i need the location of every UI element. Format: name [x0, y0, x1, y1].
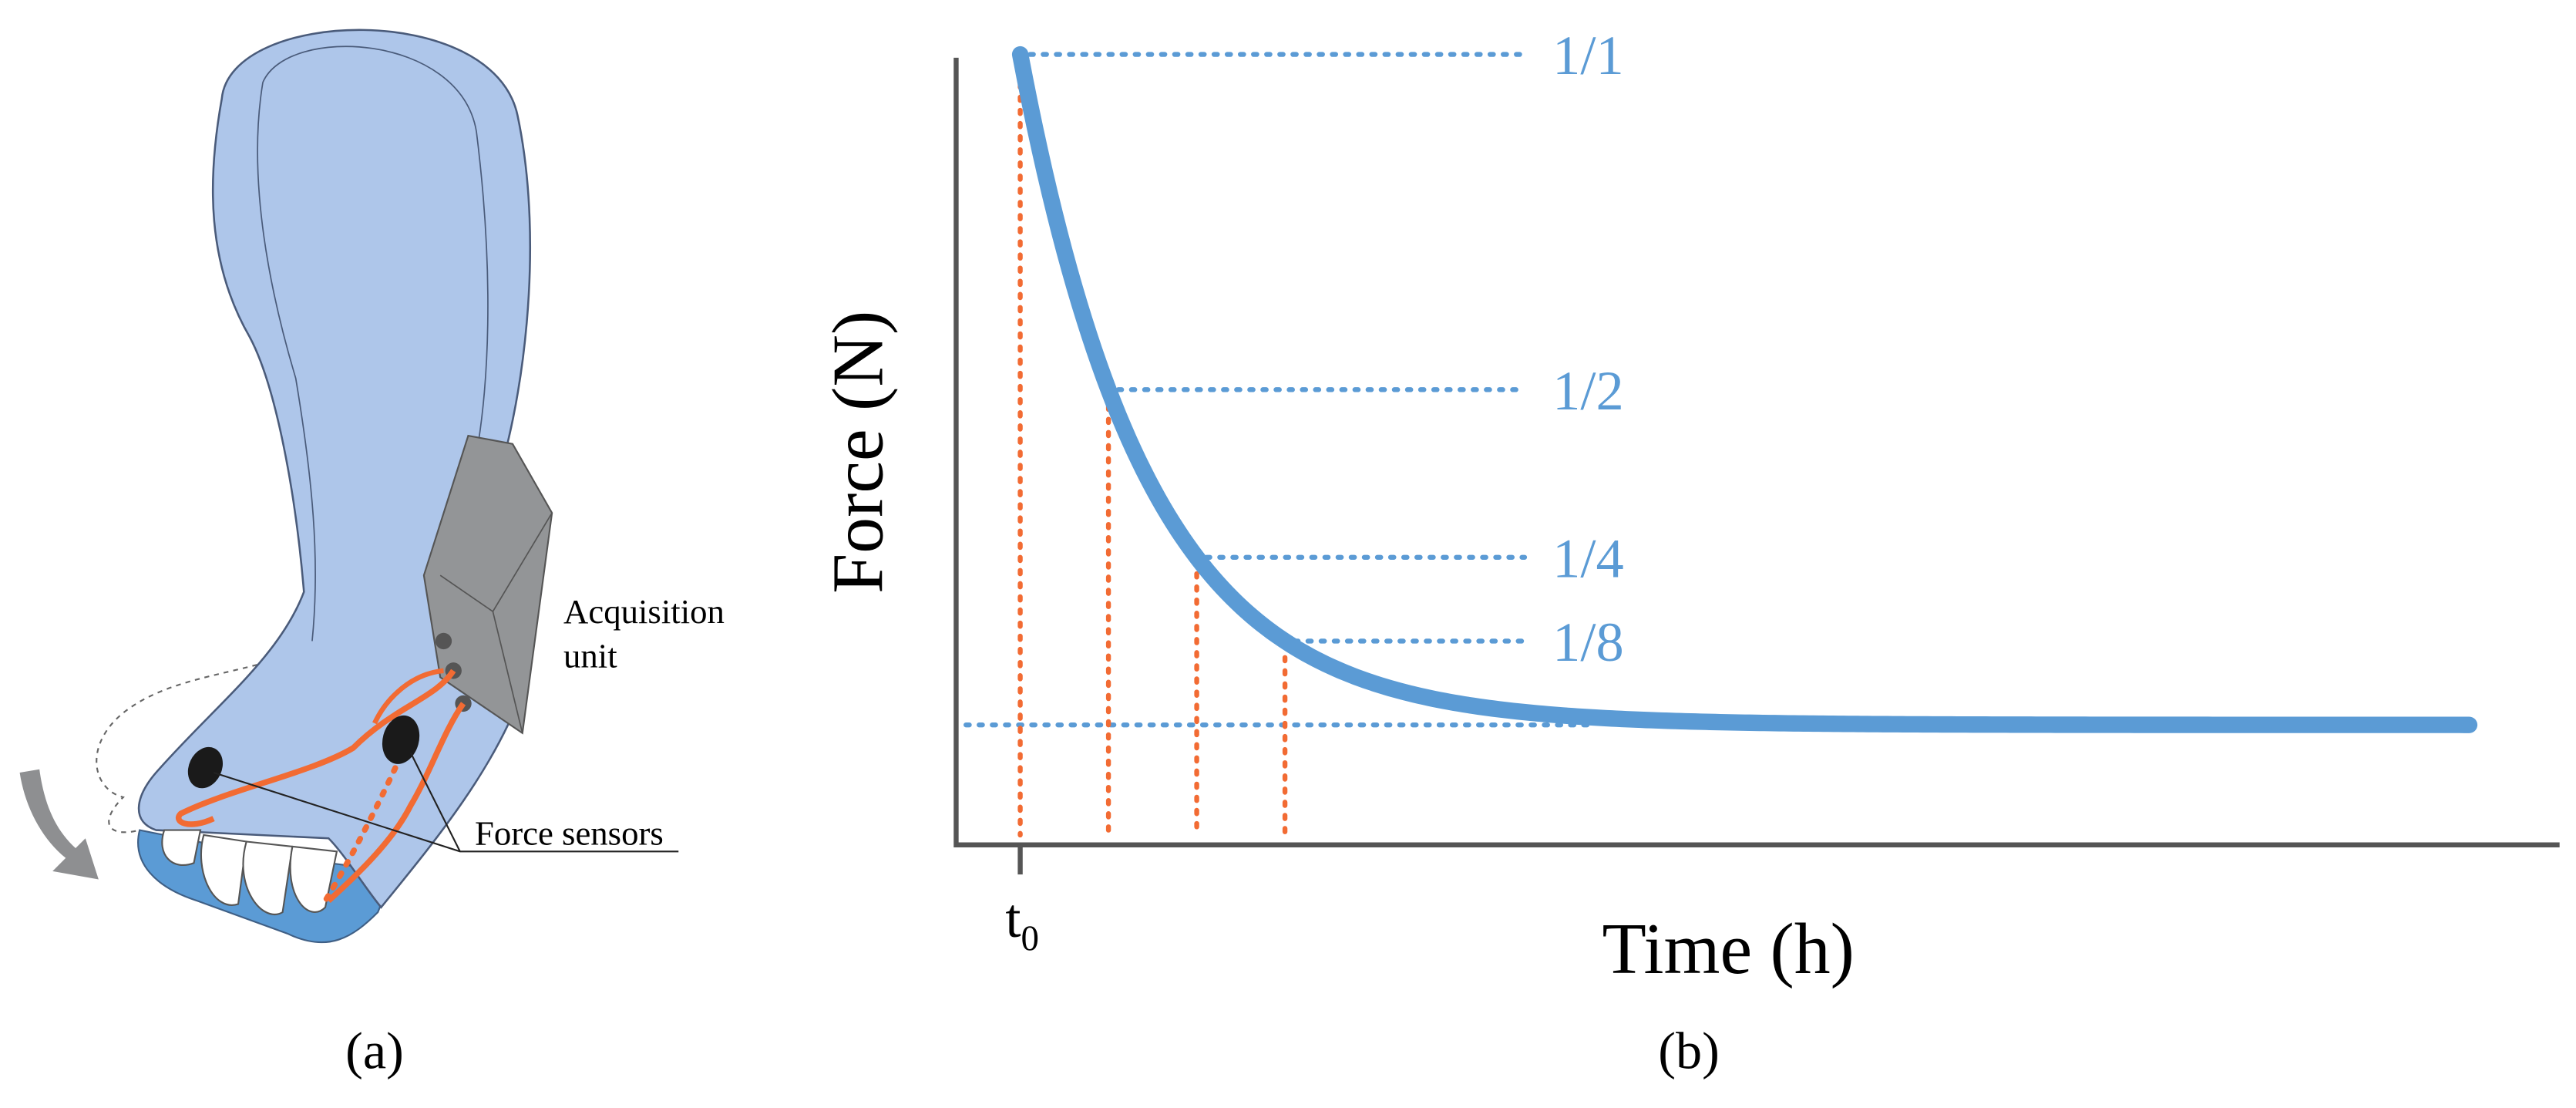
toes [161, 829, 338, 915]
toe [161, 829, 202, 866]
axes [953, 57, 2560, 847]
wire [372, 668, 444, 725]
level-label: 1/8 [1552, 611, 1624, 673]
force-sensor [187, 746, 224, 789]
x-tick-label: t0 [1005, 887, 1039, 958]
panel-label: (a) [345, 1022, 404, 1080]
unit-edge [439, 512, 553, 734]
toe [200, 834, 247, 906]
illustration: Acquisition unit Force sensors (a) [19, 29, 725, 1080]
x-axis-label: Time (h) [1602, 909, 1855, 989]
level-label: 1/2 [1552, 359, 1624, 422]
sensors-label: Force sensors [475, 814, 664, 853]
level-label: 1/1 [1552, 24, 1624, 86]
toe [242, 840, 294, 915]
leader-line [213, 752, 679, 853]
panel-label: (b) [1658, 1022, 1720, 1080]
y-axis-label: Force (N) [819, 311, 899, 594]
tick-text: t [1005, 887, 1021, 949]
dashed-outline [96, 648, 304, 834]
force-sensor [382, 715, 420, 764]
level-label: 1/4 [1552, 527, 1624, 589]
wire [176, 669, 456, 827]
schematic-chart: t0 Force (N) Time (h) (b) 1/1 1/2 1/4 1/8 [819, 24, 2560, 1080]
wire [322, 753, 404, 904]
acquisition-label: Acquisition [563, 592, 725, 631]
decay-curve [1011, 45, 2478, 733]
connector [435, 632, 452, 650]
tick-subscript: 0 [1021, 918, 1039, 958]
acquisition-label: unit [563, 637, 617, 675]
shell-inner-line [257, 45, 489, 642]
motion-arrow [19, 769, 99, 880]
wire [326, 702, 466, 903]
